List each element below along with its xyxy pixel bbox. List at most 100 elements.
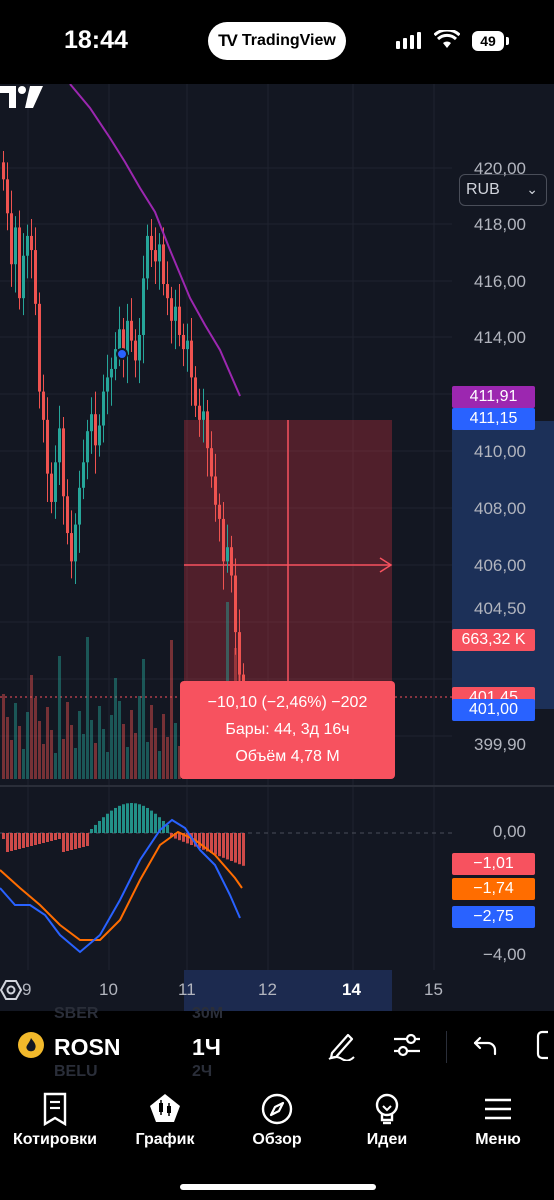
macd-histogram-bar: [14, 833, 17, 850]
price-tick: 410,00: [474, 442, 526, 461]
macd-histogram-bar: [90, 829, 93, 833]
brand-label: TradingView: [241, 32, 336, 49]
volume-bar: [86, 637, 89, 779]
signal-line: [0, 830, 243, 941]
candle-body: [174, 306, 177, 321]
macd-histogram-bar: [170, 833, 173, 837]
indicators-sliders-icon[interactable]: [392, 1029, 422, 1061]
macd-histogram-bar: [226, 833, 229, 860]
volume-bar: [154, 728, 157, 779]
macd-histogram-bar: [98, 820, 101, 833]
macd-histogram-bar: [114, 807, 117, 833]
volume-bar: [78, 711, 81, 779]
time-tick: 11: [178, 980, 196, 999]
volume-bar: [10, 740, 13, 779]
candle-body: [182, 334, 185, 350]
volume-bar: [178, 746, 181, 779]
macd-histogram-bar: [126, 803, 129, 833]
candle-body: [6, 179, 9, 214]
candle-body: [110, 368, 113, 378]
candle-body: [198, 405, 201, 420]
undo-icon[interactable]: [472, 1029, 500, 1061]
candle-body: [94, 414, 97, 446]
candle-body: [130, 320, 133, 341]
candle-body: [74, 524, 77, 562]
nav-ideas[interactable]: Идеи: [332, 1088, 442, 1149]
candle-body: [58, 428, 61, 463]
candle-body: [166, 284, 169, 299]
candle-body: [114, 349, 117, 369]
macd-histogram-bar: [130, 803, 133, 833]
range-axis-highlight: [452, 421, 554, 709]
candle-body: [170, 298, 173, 321]
candle-body: [98, 425, 101, 446]
candle-body: [218, 504, 221, 519]
drawing-pen-icon[interactable]: [326, 1029, 356, 1061]
macd-histogram-bar: [58, 833, 61, 839]
candle-body: [230, 547, 233, 576]
ma-price-tag: 411,91: [452, 386, 535, 408]
time-tick: 15: [424, 980, 443, 999]
candle-body: [122, 329, 125, 355]
chart-icon: [150, 1094, 180, 1122]
fullscreen-icon[interactable]: [536, 1029, 554, 1061]
candle-body: [142, 278, 145, 335]
nav-explore[interactable]: Обзор: [222, 1088, 332, 1149]
nav-menu[interactable]: Меню: [443, 1088, 553, 1149]
macd-histogram-bar: [242, 833, 245, 866]
volume-bar: [130, 710, 133, 779]
macd-histogram-bar: [118, 805, 121, 833]
event-marker-icon[interactable]: [116, 348, 128, 360]
bottom-navigation: [0, 1083, 554, 1200]
candle-body: [42, 391, 45, 420]
macd-tick: 0,00: [492, 822, 526, 841]
macd-histogram-bar: [138, 804, 141, 833]
macd-histogram-bar: [158, 817, 161, 833]
nav-label: Обзор: [252, 1131, 302, 1148]
candle-body: [238, 632, 241, 675]
candle-body: [150, 235, 153, 251]
volume-bar: [138, 696, 141, 779]
price-tick: 399,90: [474, 735, 526, 754]
time-tick: 9: [22, 980, 32, 999]
macd-histogram-bar: [210, 833, 213, 853]
settings-hex-icon[interactable]: [0, 979, 22, 1001]
macd-histogram-bar: [62, 833, 65, 852]
volume-bar: [150, 705, 153, 779]
price-chart[interactable]: [0, 84, 554, 1011]
volume-bar: [58, 656, 61, 779]
candle-body: [22, 255, 25, 299]
macd-hist-tag: −1,01: [452, 853, 535, 875]
moving-average-line: [69, 84, 241, 397]
macd-histogram-bar: [214, 833, 217, 855]
price-tick: 408,00: [474, 499, 526, 518]
macd-histogram-bar: [54, 833, 57, 840]
interval-button[interactable]: 1Ч: [192, 1034, 221, 1060]
macd-histogram-bar: [186, 833, 189, 844]
volume-bar: [114, 678, 117, 779]
volume-bar: [110, 715, 113, 779]
macd-histogram-bar: [38, 833, 41, 844]
macd-histogram-bar: [94, 824, 97, 833]
volume-bar: [142, 659, 145, 779]
macd-histogram-bar: [50, 833, 53, 841]
volume-bar: [54, 753, 57, 779]
currency-select[interactable]: RUB ⌄: [459, 174, 547, 206]
volume-bar: [94, 743, 97, 779]
macd-histogram-bar: [234, 833, 237, 863]
nav-chart[interactable]: График: [110, 1088, 220, 1149]
candle-body: [70, 533, 73, 562]
volume-bar: [162, 714, 165, 779]
candle-body: [190, 340, 193, 378]
volume-bar: [66, 702, 69, 779]
candle-body: [138, 334, 141, 361]
symbol-button[interactable]: ROSN: [54, 1034, 121, 1060]
candle-body: [14, 227, 17, 265]
volume-bar: [134, 733, 137, 779]
candle-body: [214, 476, 217, 505]
chart-area[interactable]: RUB ⌄ 420,00 418,00 416,00 414,00 410,00…: [0, 84, 554, 1011]
menu-icon: [485, 1098, 511, 1120]
volume-bar: [34, 698, 37, 779]
macd-line-tag: −2,75: [452, 906, 535, 928]
nav-watchlist[interactable]: Котировки: [0, 1088, 110, 1149]
